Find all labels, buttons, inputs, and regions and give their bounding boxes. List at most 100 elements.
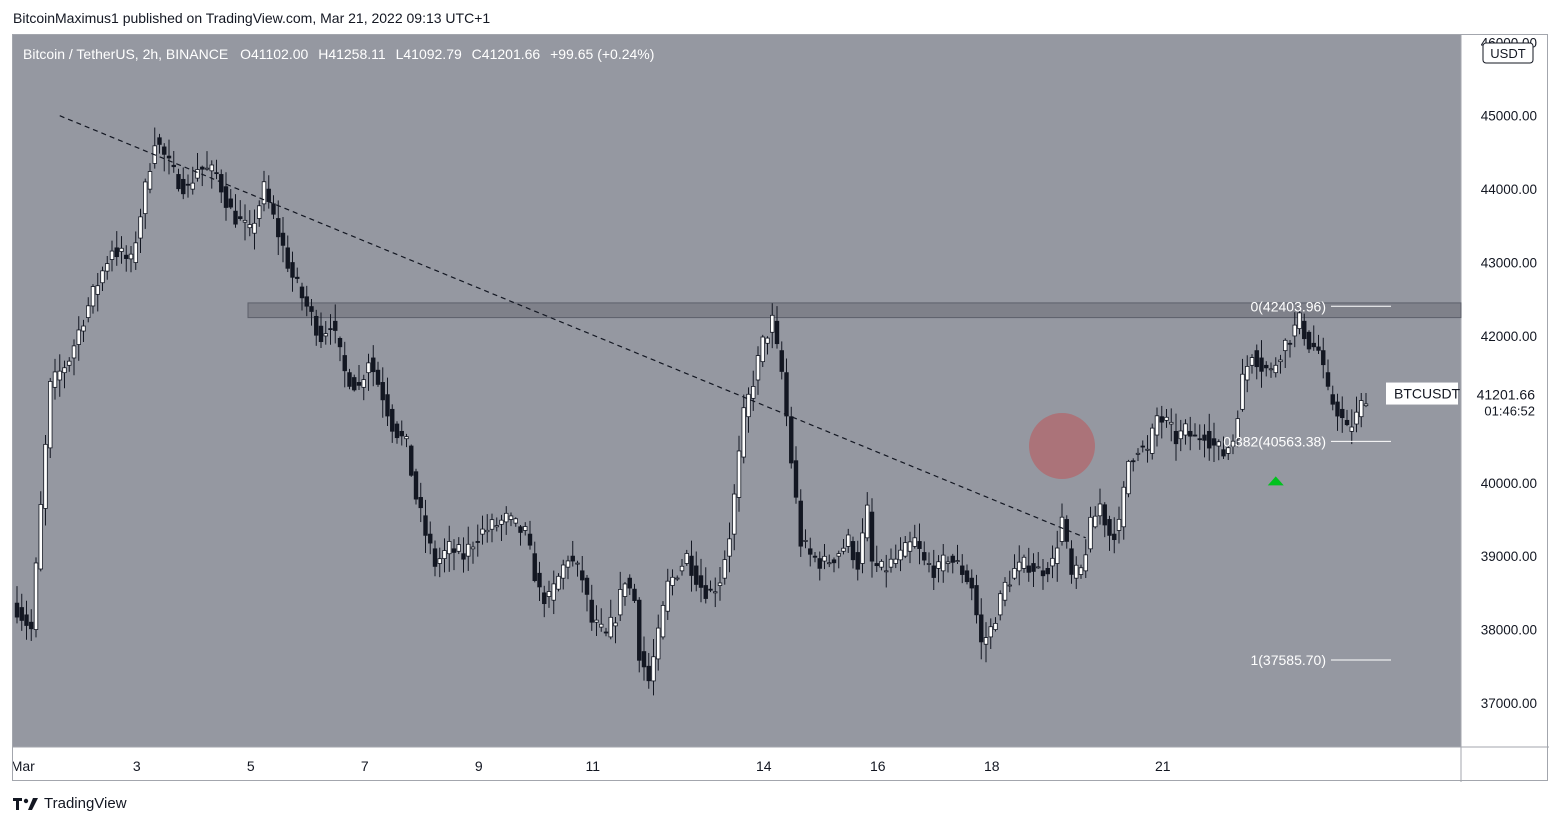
legend-low: 41092.79 xyxy=(403,46,462,62)
price-chart[interactable]: 0(42403.96) 0.382(40563.38) 1(37585.70) Bi… xyxy=(13,35,1549,782)
candle-body-up xyxy=(1154,415,1160,436)
candle-body-up xyxy=(988,626,993,638)
candle xyxy=(1297,310,1302,335)
candle-body-down xyxy=(570,555,575,562)
candle-body-up xyxy=(1363,403,1369,407)
candle xyxy=(242,204,248,241)
candle-body-down xyxy=(309,306,314,312)
breakout-circle xyxy=(1029,413,1095,480)
candle xyxy=(898,537,903,572)
candle-body-up xyxy=(1240,373,1245,410)
candle-body-down xyxy=(347,372,352,387)
chart-frame[interactable]: 0(42403.96) 0.382(40563.38) 1(37585.70) Bi… xyxy=(12,34,1549,782)
candle xyxy=(252,209,257,250)
fib-level-label: 0(42403.96) xyxy=(1250,298,1326,314)
candle-body-up xyxy=(1235,418,1240,440)
candle-body-down xyxy=(413,471,419,500)
candle xyxy=(689,540,694,592)
candle xyxy=(1188,416,1193,451)
candle xyxy=(855,540,860,581)
candle-body-down xyxy=(1259,357,1264,372)
x-tick-label: 3 xyxy=(133,758,141,774)
candle-body-down xyxy=(1321,350,1326,366)
candle xyxy=(76,316,81,361)
candle-body-down xyxy=(850,541,856,561)
candle xyxy=(1026,547,1031,582)
candle-body-down xyxy=(271,203,276,215)
candle-body-down xyxy=(869,511,875,562)
candle-body-up xyxy=(1226,447,1231,454)
candle xyxy=(147,163,153,194)
price-tag-value: 41201.66 xyxy=(1477,387,1536,403)
y-tick-label: 43000.00 xyxy=(1481,256,1537,271)
candle xyxy=(708,580,713,593)
candle xyxy=(461,537,466,573)
candle xyxy=(48,377,53,459)
candle xyxy=(1088,506,1093,553)
candle-body-down xyxy=(637,599,642,661)
candle xyxy=(1097,488,1103,525)
currency-badge[interactable] xyxy=(1482,42,1534,64)
candle xyxy=(1316,334,1321,354)
candle-body-down xyxy=(280,232,286,246)
candle xyxy=(157,133,162,154)
candle-body-down xyxy=(214,172,219,175)
candle xyxy=(466,526,471,571)
candle-body-up xyxy=(665,580,670,612)
candle xyxy=(817,551,822,581)
candle-body-up xyxy=(33,562,39,630)
candle xyxy=(765,336,770,355)
candle-body-down xyxy=(399,430,404,437)
candle-body-up xyxy=(119,247,124,252)
candle-body-down xyxy=(380,382,385,401)
candle xyxy=(884,554,889,588)
candle-body-down xyxy=(1131,460,1136,463)
candle xyxy=(309,299,314,326)
candle xyxy=(128,245,134,273)
candle xyxy=(356,365,362,391)
candle xyxy=(399,420,404,446)
candle-body-up xyxy=(1135,452,1141,455)
candle-body-up xyxy=(257,205,262,219)
candle-body-down xyxy=(1316,346,1321,351)
candle-body-up xyxy=(1126,460,1131,495)
y-tick-label: 42000.00 xyxy=(1481,329,1537,344)
candle xyxy=(1268,362,1274,378)
candle-body-up xyxy=(1283,339,1288,352)
candle-body-up xyxy=(594,619,599,623)
candle xyxy=(223,172,229,221)
candle xyxy=(380,367,385,418)
candle-body-up xyxy=(470,546,476,550)
candle-body-up xyxy=(1183,423,1188,436)
candle-body-up xyxy=(147,171,153,190)
candle xyxy=(290,251,295,292)
candle xyxy=(29,609,34,641)
candle-body-up xyxy=(722,559,727,579)
candle-body-up xyxy=(660,605,666,638)
candle-body-down xyxy=(1192,434,1198,437)
candle xyxy=(565,555,571,580)
candle-body-down xyxy=(228,198,233,208)
candle xyxy=(537,561,542,602)
candle xyxy=(195,152,200,182)
candle-body-down xyxy=(219,174,224,193)
candle xyxy=(1074,556,1079,589)
publish-attribution: BitcoinMaximus1 published on TradingView… xyxy=(13,10,491,26)
candle xyxy=(983,622,989,663)
candle xyxy=(988,618,993,649)
candle-body-up xyxy=(138,216,143,239)
tradingview-logo-icon xyxy=(13,797,38,810)
candle-body-up xyxy=(1230,440,1236,447)
candle-body-down xyxy=(1102,504,1107,526)
candle xyxy=(1031,553,1036,588)
candle xyxy=(580,555,585,593)
candle xyxy=(105,255,110,280)
candle-body-down xyxy=(385,394,390,417)
candle xyxy=(470,541,476,564)
candle xyxy=(879,559,884,571)
candle xyxy=(19,593,24,631)
footer-branding[interactable]: TradingView xyxy=(13,795,127,812)
candle-body-up xyxy=(447,541,452,555)
candle-body-up xyxy=(879,560,884,568)
candle xyxy=(903,536,908,559)
